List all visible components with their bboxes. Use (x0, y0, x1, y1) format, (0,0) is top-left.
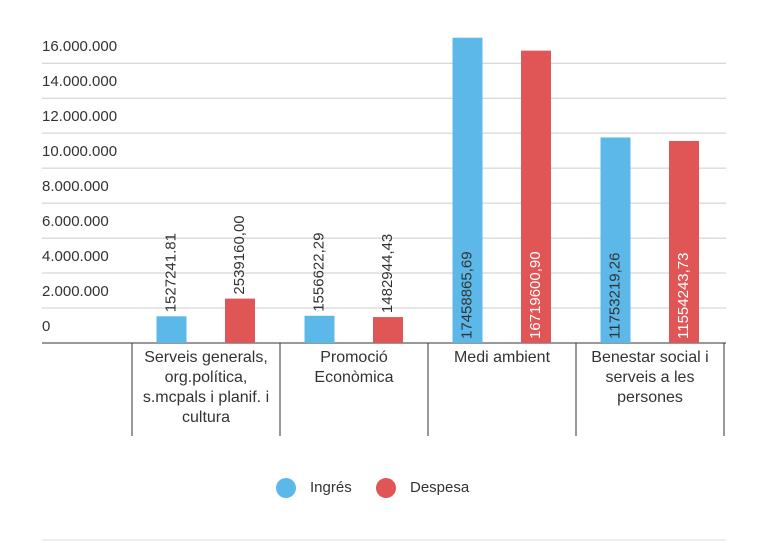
value-label: 17458865,69 (458, 251, 475, 339)
x-tick-label: Promoció Econòmica (314, 349, 394, 386)
bar (373, 317, 403, 343)
value-label: 2539160,00 (231, 215, 248, 294)
bar (669, 140, 699, 343)
bar (600, 137, 631, 343)
value-label: 16719600,90 (527, 251, 544, 339)
y-tick-label: 8.000.000 (42, 178, 109, 195)
y-tick-label: 4.000.000 (42, 248, 109, 265)
legend-marker (376, 478, 396, 498)
bar (225, 298, 255, 343)
x-tick-label: Medi ambient (453, 349, 551, 366)
y-tick-label: 10.000.000 (42, 143, 117, 160)
bar (304, 315, 335, 343)
value-label: 11554243,73 (675, 253, 692, 339)
legend-label: Despesa (410, 479, 470, 496)
bar (156, 316, 187, 343)
y-tick-label: 6.000.000 (42, 213, 109, 230)
bar (452, 37, 483, 343)
y-tick-label: 14.000.000 (42, 73, 117, 90)
y-tick-label: 2.000.000 (42, 283, 109, 300)
value-label: 1556622,29 (310, 233, 327, 312)
y-tick-label: 12.000.000 (42, 108, 117, 125)
x-tick-label: Benestar social i serveis a les persones (591, 349, 709, 406)
x-tick-label: Serveis generals, org.política, s.mcpals… (142, 349, 270, 426)
value-label: 1527241.81 (162, 233, 179, 312)
value-label: 11753219,26 (606, 253, 623, 339)
legend-marker (276, 478, 296, 498)
value-label: 1482944,43 (379, 234, 396, 313)
y-tick-label: 0 (42, 318, 50, 335)
legend-label: Ingrés (310, 479, 352, 496)
y-tick-label: 16.000.000 (42, 38, 117, 55)
bar (521, 50, 551, 343)
